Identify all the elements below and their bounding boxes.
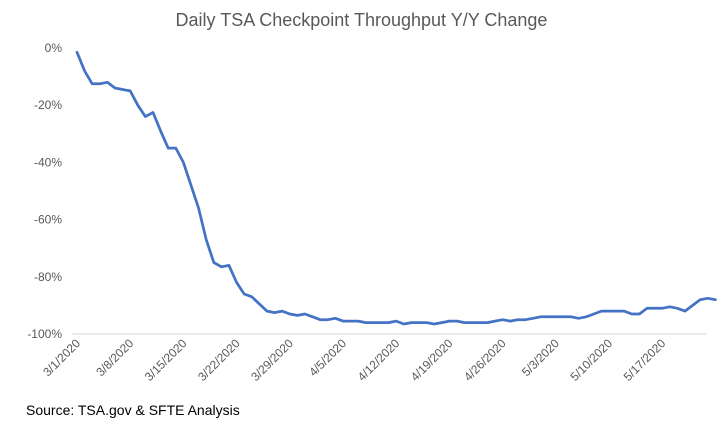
y-tick-label: -40% [34, 155, 62, 169]
x-tick-label: 3/1/2020 [40, 336, 83, 379]
y-tick-label: -80% [34, 270, 62, 284]
y-tick-label: 0% [45, 41, 63, 55]
chart-title: Daily TSA Checkpoint Throughput Y/Y Chan… [175, 10, 548, 30]
x-tick-label: 4/19/2020 [408, 336, 456, 384]
y-tick-label: -20% [34, 98, 62, 112]
x-tick-label: 3/15/2020 [142, 336, 190, 384]
x-tick-label: 5/17/2020 [621, 336, 669, 384]
x-tick-label: 4/26/2020 [461, 336, 509, 384]
x-tick-label: 3/29/2020 [248, 336, 296, 384]
x-tick-label: 4/5/2020 [306, 336, 349, 379]
x-tick-label: 3/8/2020 [93, 336, 136, 379]
x-tick-label: 5/10/2020 [567, 336, 615, 384]
x-tick-label: 3/22/2020 [195, 336, 243, 384]
y-tick-label: -60% [34, 213, 62, 227]
series-line [75, 50, 717, 326]
y-tick-label: -100% [27, 327, 62, 341]
x-tick-label: 5/3/2020 [519, 336, 562, 379]
x-tick-label: 4/12/2020 [355, 336, 403, 384]
source-note: Source: TSA.gov & SFTE Analysis [26, 402, 240, 418]
